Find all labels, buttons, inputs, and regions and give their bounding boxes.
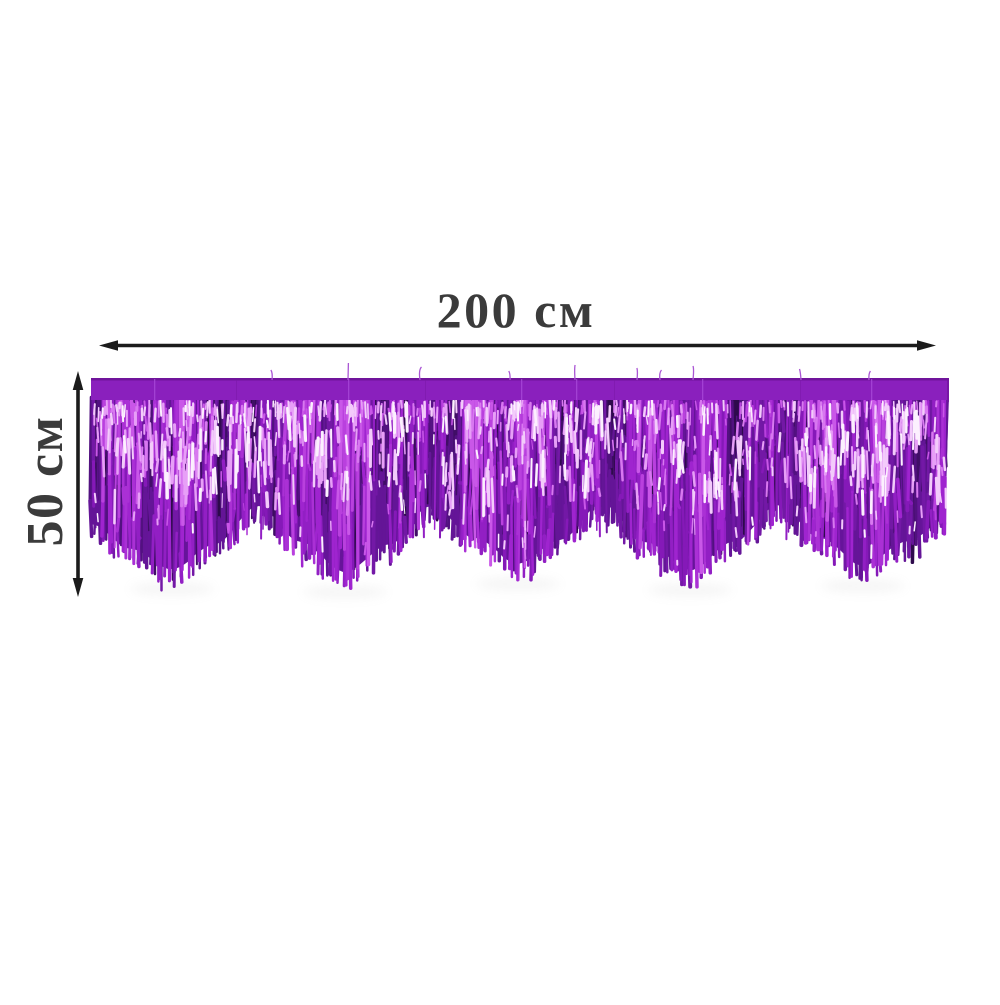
- svg-text:200 см: 200 см: [437, 282, 596, 338]
- svg-text:50 см: 50 см: [17, 416, 74, 547]
